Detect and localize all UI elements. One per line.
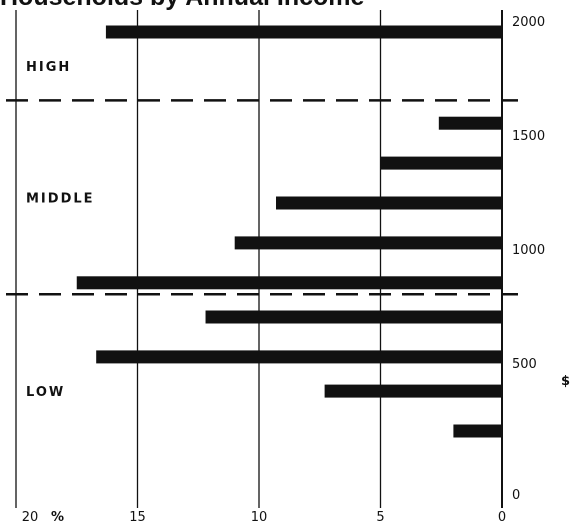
x-axis-unit: % bbox=[51, 510, 64, 525]
bar-4 bbox=[276, 196, 502, 210]
bar-1 bbox=[105, 25, 502, 39]
x-tick-15: 15 bbox=[129, 510, 146, 525]
band-label-high: HIGH bbox=[26, 60, 71, 75]
bar-2 bbox=[438, 116, 502, 130]
bar-7 bbox=[205, 310, 503, 324]
bar-3 bbox=[380, 156, 502, 170]
x-axis-ticks: 0 5 10 15 20 bbox=[22, 510, 506, 525]
bar-9 bbox=[324, 384, 502, 398]
bar-6 bbox=[76, 276, 502, 290]
x-tick-5: 5 bbox=[376, 510, 384, 525]
band-label-middle: MIDDLE bbox=[26, 191, 95, 206]
bar-8 bbox=[96, 350, 502, 364]
chart-title: Households by Annual Income bbox=[0, 0, 364, 11]
y-tick-2000: 2000 bbox=[512, 15, 545, 30]
x-tick-0: 0 bbox=[498, 510, 506, 525]
band-labels: HIGH MIDDLE LOW bbox=[26, 60, 95, 400]
band-label-low: LOW bbox=[26, 385, 65, 400]
y-axis-unit: $ bbox=[561, 374, 570, 389]
y-tick-0: 0 bbox=[512, 488, 520, 503]
x-tick-20: 20 bbox=[22, 510, 39, 525]
y-tick-500: 500 bbox=[512, 357, 537, 372]
grid-lines bbox=[15, 10, 503, 508]
x-tick-10: 10 bbox=[251, 510, 268, 525]
bar-10 bbox=[453, 424, 502, 438]
y-tick-1500: 1500 bbox=[512, 129, 545, 144]
y-axis-ticks: 0 500 1000 1500 2000 bbox=[512, 15, 545, 503]
band-dividers bbox=[6, 99, 518, 296]
y-tick-1000: 1000 bbox=[512, 243, 545, 258]
bars bbox=[76, 25, 503, 438]
bar-5 bbox=[234, 236, 502, 250]
